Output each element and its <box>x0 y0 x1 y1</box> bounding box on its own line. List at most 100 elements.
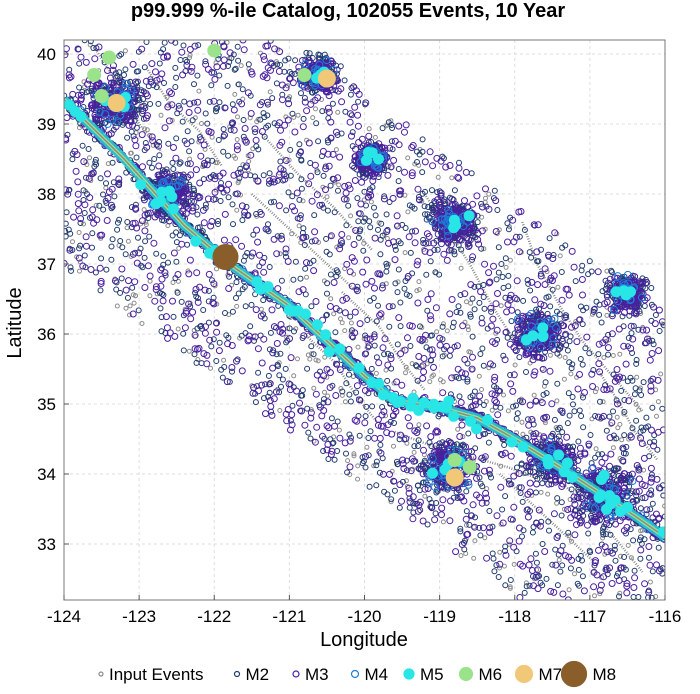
point-m2 <box>603 427 610 434</box>
point-m3 <box>461 356 469 363</box>
point-m3 <box>238 242 246 250</box>
point-m3 <box>170 144 177 151</box>
point-m2 <box>216 339 223 346</box>
point-m2 <box>346 431 353 438</box>
point-m3 <box>506 480 513 488</box>
point-m2 <box>220 148 227 155</box>
point-m3 <box>394 222 401 230</box>
point-m2 <box>324 280 331 287</box>
point-m3 <box>230 126 238 134</box>
point-m2 <box>279 376 286 383</box>
point-m2 <box>595 451 602 458</box>
point-input-events <box>133 293 138 299</box>
point-m2 <box>407 249 414 256</box>
point-m3 <box>342 295 350 302</box>
point-m2 <box>559 429 566 436</box>
point-m3 <box>600 412 608 420</box>
point-m2 <box>486 471 493 478</box>
point-m2 <box>113 279 120 286</box>
point-m2 <box>569 394 576 400</box>
point-m2 <box>477 480 484 487</box>
point-m3 <box>412 227 419 235</box>
point-m3 <box>647 387 655 395</box>
point-m2 <box>225 194 232 201</box>
point-m3 <box>172 154 180 162</box>
point-m3 <box>138 45 146 53</box>
point-m3 <box>643 506 651 514</box>
point-m3 <box>469 253 477 261</box>
point-m3 <box>260 52 268 60</box>
point-m2 <box>432 269 439 276</box>
point-m2 <box>633 360 640 367</box>
point-m3 <box>630 584 638 591</box>
point-m2 <box>289 193 296 200</box>
point-m3 <box>627 322 635 330</box>
point-m3 <box>303 107 311 115</box>
point-m3 <box>131 204 139 212</box>
point-input-events <box>322 389 327 395</box>
point-input-events <box>125 238 131 244</box>
point-m2 <box>286 325 293 332</box>
point-m3 <box>97 280 105 287</box>
point-input-events <box>176 245 182 251</box>
point-m3 <box>353 417 361 425</box>
point-m2 <box>499 506 506 513</box>
point-m3 <box>436 334 444 342</box>
fault-trace <box>341 291 426 391</box>
point-m3 <box>489 315 497 323</box>
point-m3 <box>163 53 171 61</box>
point-m3 <box>648 474 655 482</box>
point-input-events <box>572 571 577 577</box>
point-m2 <box>545 293 552 300</box>
point-m3 <box>647 478 655 486</box>
point-m2 <box>429 187 435 194</box>
point-m3 <box>266 397 274 404</box>
point-m2 <box>360 247 367 254</box>
point-input-events <box>361 240 367 246</box>
point-m2 <box>303 49 310 56</box>
point-m3 <box>262 42 270 50</box>
point-m2 <box>397 323 404 330</box>
point-m3 <box>263 98 271 106</box>
point-m3 <box>361 419 369 427</box>
point-m2 <box>147 101 154 107</box>
point-input-events <box>313 106 318 112</box>
point-m2 <box>554 582 561 589</box>
point-m2 <box>493 276 500 283</box>
point-input-events <box>70 239 75 245</box>
point-input-events <box>617 421 623 427</box>
point-m2 <box>80 187 87 194</box>
point-input-events <box>555 284 561 290</box>
point-m3 <box>229 119 237 127</box>
point-m2 <box>132 249 139 256</box>
point-m2 <box>632 385 639 392</box>
point-m3 <box>226 49 234 57</box>
point-m3 <box>313 423 321 431</box>
point-m2 <box>137 245 144 252</box>
point-m3 <box>323 365 331 373</box>
point-m3 <box>362 453 369 461</box>
point-m3 <box>409 142 417 149</box>
point-m2 <box>547 303 554 310</box>
point-m3 <box>641 494 649 502</box>
point-m2 <box>409 228 416 235</box>
point-m3 <box>201 159 208 167</box>
point-input-events <box>455 426 461 432</box>
point-m3 <box>553 534 561 541</box>
point-m3 <box>524 490 532 498</box>
point-m2 <box>498 261 505 267</box>
point-m3 <box>148 133 156 141</box>
point-input-events <box>554 231 560 237</box>
point-m3 <box>275 67 283 75</box>
point-m3 <box>607 450 615 458</box>
point-m3 <box>476 392 484 400</box>
point-m2 <box>223 332 230 339</box>
point-m3 <box>483 554 491 562</box>
point-m2 <box>298 156 305 163</box>
point-m3 <box>164 103 172 111</box>
point-m3 <box>196 179 204 187</box>
point-m3 <box>283 417 291 425</box>
point-m2 <box>416 151 423 158</box>
point-m2 <box>124 219 131 225</box>
point-input-events <box>235 114 240 120</box>
